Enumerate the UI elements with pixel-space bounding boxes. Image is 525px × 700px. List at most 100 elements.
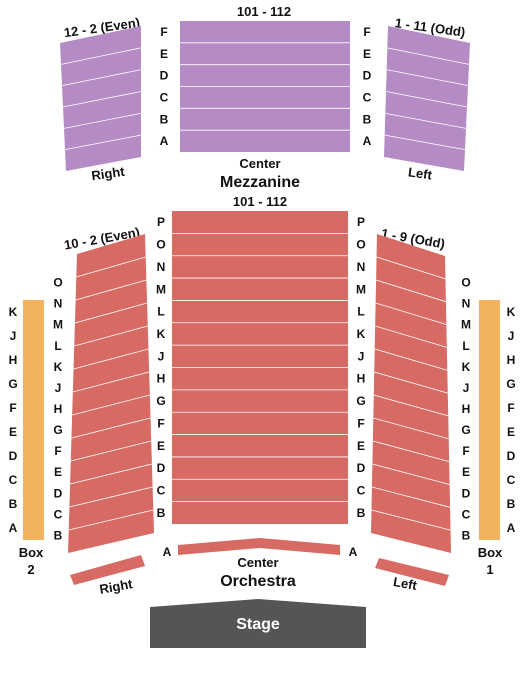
box-2-row-label: J (10, 329, 17, 343)
mezz-row-label: D (160, 69, 169, 83)
orch-right-row-label: B (54, 528, 63, 542)
box-1-row-label: E (507, 425, 515, 439)
orch-row-a-label-right: A (349, 545, 358, 559)
orch-left-row-label: M (461, 318, 471, 332)
orch-left-row-label: B (462, 528, 471, 542)
orch-left-row-label: G (461, 423, 470, 437)
orch-center-row-label: F (357, 416, 364, 430)
orch-right-row-label: F (54, 444, 61, 458)
stage-label: Stage (236, 616, 280, 633)
orch-center-row-label: L (357, 305, 364, 319)
mezz-row-label: B (363, 112, 372, 126)
box-1-row-labels: KJHGFEDCBA (506, 305, 515, 535)
stage-section: Stage (150, 599, 366, 648)
box-2-row-label: G (8, 377, 17, 391)
box-1-row-label: H (507, 353, 516, 367)
box-1-row-label: B (507, 497, 516, 511)
mezzanine-section: 101 - 112 12 - 2 (Even) 1 - 11 (Odd) FED… (60, 4, 470, 191)
orch-center-row-label: L (157, 305, 164, 319)
box-1-row-label: K (507, 305, 516, 319)
orch-right-row-label: O (53, 276, 62, 290)
orch-center-row-label: G (356, 394, 365, 408)
box-2-row-label: E (9, 425, 17, 439)
orch-left-row-label: L (462, 339, 469, 353)
mezz-right-label: Right (90, 164, 126, 184)
box-2-row-label: F (9, 401, 16, 415)
mezz-right-block[interactable] (60, 26, 141, 171)
box-1-row-label: G (506, 377, 515, 391)
orchestra-title: Orchestra (220, 573, 296, 590)
mezz-row-label: D (363, 69, 372, 83)
orch-center-row-label: D (357, 461, 366, 475)
orch-center-seats-label: 101 - 112 (233, 194, 287, 209)
box-1-block[interactable] (479, 300, 500, 540)
mezz-left-block[interactable] (384, 26, 470, 171)
orch-right-row-label: H (54, 402, 63, 416)
orch-center-row-label: G (156, 394, 165, 408)
box-2-label: Box (19, 545, 44, 560)
orch-center-row-label: O (156, 238, 165, 252)
orch-right-row-label: M (53, 318, 63, 332)
mezz-row-label: C (160, 90, 169, 104)
orch-right-row-label: E (54, 465, 62, 479)
orch-center-row-label: K (357, 327, 366, 341)
orch-center-row-label: B (157, 506, 166, 520)
orch-center-row-label: E (157, 439, 165, 453)
orch-center-row-label: H (357, 372, 366, 386)
box-2-row-label: D (9, 449, 18, 463)
box-1-number: 1 (486, 562, 493, 577)
box-1-row-label: D (507, 449, 516, 463)
orch-center-row-label: J (158, 349, 165, 363)
box-2-block[interactable] (23, 300, 44, 540)
orch-center-row-label: H (157, 372, 166, 386)
box-1-row-label: A (507, 521, 516, 535)
mezz-row-label: B (160, 112, 169, 126)
box-2-row-label: H (9, 353, 18, 367)
orch-left-row-label: C (462, 507, 471, 521)
orch-left-row-label: F (462, 444, 469, 458)
orch-row-a-block[interactable] (178, 538, 340, 555)
orch-left-row-label: J (463, 381, 470, 395)
mezz-row-labels-left: FEDCBA (160, 25, 169, 148)
orch-center-row-label: O (356, 238, 365, 252)
orch-right-row-label: K (54, 360, 63, 374)
box-1-label: Box (478, 545, 503, 560)
orch-center-row-label: M (156, 282, 166, 296)
box-2-row-label: B (9, 497, 18, 511)
orch-center-row-label: P (357, 215, 365, 229)
box-2-row-label: C (9, 473, 18, 487)
orch-left-row-label: E (462, 465, 470, 479)
orch-center-label: Center (237, 555, 278, 570)
orch-left-label: Left (392, 574, 419, 593)
box-2-row-label: K (9, 305, 18, 319)
mezz-row-label: E (363, 47, 371, 61)
orch-center-row-label: C (157, 483, 166, 497)
orch-center-row-label: M (356, 282, 366, 296)
box-2-row-label: A (9, 521, 18, 535)
orch-center-row-label: P (157, 215, 165, 229)
box-1-row-label: C (507, 473, 516, 487)
orch-center-row-label: N (357, 260, 366, 274)
mezz-center-seats-label: 101 - 112 (237, 4, 291, 19)
orch-left-row-label: D (462, 486, 471, 500)
orch-row-a-label-left: A (163, 545, 172, 559)
orch-center-row-label: C (357, 483, 366, 497)
mezz-left-label: Left (407, 164, 433, 182)
orch-right-row-label: D (54, 486, 63, 500)
mezz-row-label: F (363, 25, 370, 39)
mezz-row-label: E (160, 47, 168, 61)
orch-left-row-label: N (462, 297, 471, 311)
orch-center-row-label: J (358, 349, 365, 363)
orch-left-row-label: K (462, 360, 471, 374)
orch-center-row-label: E (357, 439, 365, 453)
mezz-row-label: F (160, 25, 167, 39)
orch-left-row-label: H (462, 402, 471, 416)
orch-left-row-label: O (461, 276, 470, 290)
orch-right-row-label: J (55, 381, 62, 395)
